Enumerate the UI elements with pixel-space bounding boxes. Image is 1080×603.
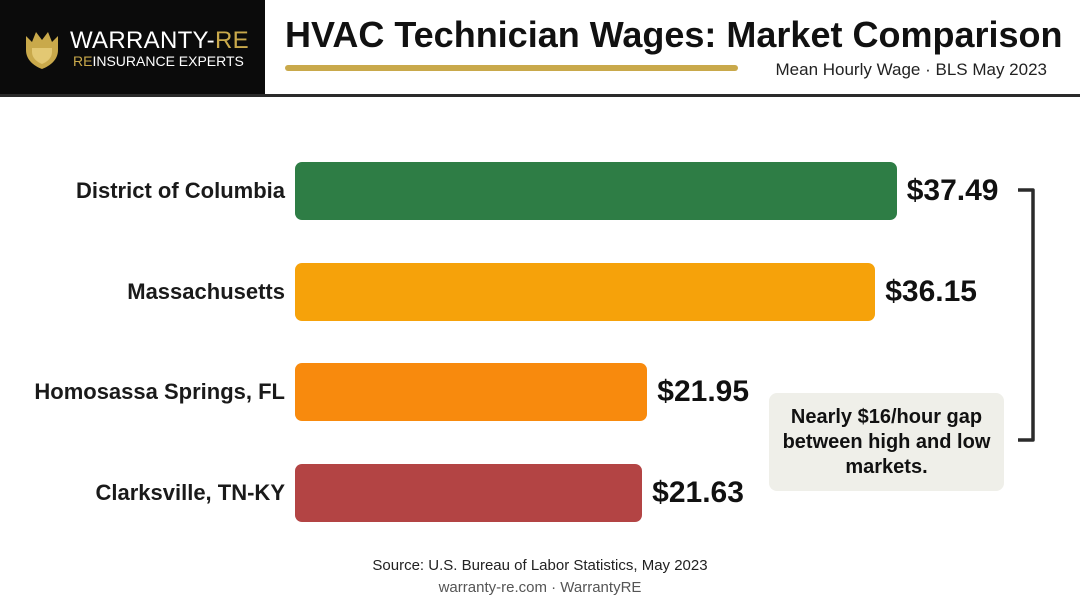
source-note: Source: U.S. Bureau of Labor Statistics,… bbox=[372, 557, 708, 574]
logo-wordmark: WARRANTY-RE bbox=[70, 27, 249, 55]
logo-name-white: WARRANTY- bbox=[70, 27, 215, 54]
value-label: $37.49 bbox=[906, 174, 999, 207]
value-label: $21.63 bbox=[652, 476, 744, 510]
value-label: $21.95 bbox=[657, 375, 750, 409]
logo-tagline-white: INSURANCE EXPERTS bbox=[92, 53, 244, 69]
logo-name-gold: RE bbox=[214, 27, 249, 54]
category-label: Clarksville, TN-KY bbox=[95, 480, 285, 506]
bar bbox=[295, 262, 876, 321]
category-label: Massachusetts bbox=[127, 278, 285, 304]
gap-bracket bbox=[1018, 188, 1035, 442]
logo-tagline-gold: RE bbox=[73, 53, 93, 69]
bar bbox=[295, 363, 648, 422]
value-label: $36.15 bbox=[885, 274, 977, 308]
logo: WARRANTY-RE REINSURANCE EXPERTS bbox=[0, 0, 265, 95]
gap-callout-text: Nearly $16/hour gap between high and low… bbox=[782, 405, 991, 478]
header: WARRANTY-RE REINSURANCE EXPERTS HVAC Tec… bbox=[0, 0, 1080, 97]
gap-callout: Nearly $16/hour gap between high and low… bbox=[769, 393, 1004, 491]
header-divider bbox=[0, 94, 1080, 97]
category-label: Homosassa Springs, FL bbox=[34, 379, 285, 405]
shield-crown-icon bbox=[26, 32, 58, 69]
chart-title: HVAC Technician Wages: Market Comparison bbox=[285, 14, 1063, 55]
bar bbox=[295, 464, 643, 523]
title-underline bbox=[285, 65, 738, 71]
footer-credit: warranty-re.com · WarrantyRE bbox=[438, 579, 642, 596]
category-label: District of Columbia bbox=[75, 178, 285, 203]
bar bbox=[295, 162, 897, 220]
chart-subtitle: Mean Hourly Wage · BLS May 2023 bbox=[775, 60, 1048, 79]
logo-tagline: REINSURANCE EXPERTS bbox=[73, 53, 244, 69]
